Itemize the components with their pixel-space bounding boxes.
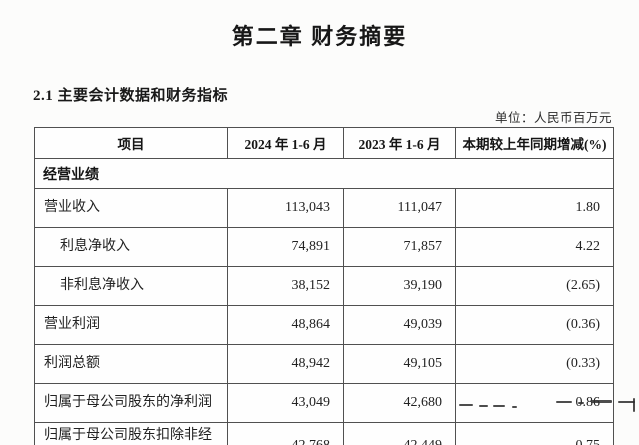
value-2023: 71,857 xyxy=(343,227,456,267)
value-2024: 48,864 xyxy=(227,305,344,345)
column-header-item: 项目 xyxy=(34,127,228,159)
value-change: 1.80 xyxy=(455,188,614,228)
value-2023: 49,039 xyxy=(343,305,456,345)
value-2023: 49,105 xyxy=(343,344,456,384)
table-row: 营业利润 48,864 49,039 (0.36) xyxy=(34,305,614,345)
table-row: 归属于母公司股东扣除非经常性损益的净利润42,76842,4490.75 xyxy=(34,422,614,445)
value-change: (0.36) xyxy=(455,305,614,345)
value-change: 0.86 xyxy=(455,383,614,423)
unit-note: 单位：人民币百万元 xyxy=(494,111,612,125)
value-2024: 38,152 xyxy=(227,266,344,306)
table-row: 归属于母公司股东的净利润 43,049 42,680 0.86 xyxy=(34,383,614,423)
watermark-dash xyxy=(512,406,517,408)
column-header-change: 本期较上年同期增减(%) xyxy=(455,127,614,159)
row-label: 归属于母公司股东扣除非经常性损益的净利润 xyxy=(34,422,228,445)
row-label: 非利息净收入 xyxy=(34,266,228,306)
value-2023: 39,190 xyxy=(343,266,456,306)
table-row: 营业收入 113,043 111,047 1.80 xyxy=(34,188,614,228)
watermark-dash xyxy=(493,405,505,407)
value-2023: 42,680 xyxy=(343,383,456,423)
value-2024: 48,942 xyxy=(227,344,344,384)
watermark-dash xyxy=(479,405,488,407)
value-2024: 113,043 xyxy=(227,188,344,228)
section-title: 2.1 主要会计数据和财务指标 xyxy=(33,88,229,104)
value-change: 4.22 xyxy=(455,227,614,267)
financial-summary-table: 项目 2024 年 1-6 月 2023 年 1-6 月 本期较上年同期增减(%… xyxy=(34,127,614,445)
table-row: 利润总额 48,942 49,105 (0.33) xyxy=(34,344,614,384)
table-row: 利息净收入 74,891 71,857 4.22 xyxy=(34,227,614,267)
value-2023: 111,047 xyxy=(343,188,456,228)
column-header-2024: 2024 年 1-6 月 xyxy=(227,127,344,159)
value-2024: 43,049 xyxy=(227,383,344,423)
section-row-label: 经营业绩 xyxy=(34,158,614,189)
value-change: (2.65) xyxy=(455,266,614,306)
value-2024: 42,768 xyxy=(227,422,344,445)
column-header-2023: 2023 年 1-6 月 xyxy=(343,127,456,159)
watermark-dash xyxy=(618,401,635,403)
value-change: (0.33) xyxy=(455,344,614,384)
row-label: 归属于母公司股东的净利润 xyxy=(34,383,228,423)
table-header-row: 项目 2024 年 1-6 月 2023 年 1-6 月 本期较上年同期增减(%… xyxy=(34,127,614,159)
value-2024: 74,891 xyxy=(227,227,344,267)
watermark-dash xyxy=(556,401,572,403)
watermark-dash xyxy=(578,402,584,404)
row-label: 营业收入 xyxy=(34,188,228,228)
value-change: 0.75 xyxy=(455,422,614,445)
watermark-dash xyxy=(459,404,473,406)
table-section-row: 经营业绩 xyxy=(34,158,614,189)
chapter-title: 第二章 财务摘要 xyxy=(231,24,408,49)
value-2023: 42,449 xyxy=(343,422,456,445)
table-row: 非利息净收入 38,152 39,190 (2.65) xyxy=(34,266,614,306)
row-label: 利润总额 xyxy=(34,344,228,384)
row-label: 营业利润 xyxy=(34,305,228,345)
row-label: 利息净收入 xyxy=(34,227,228,267)
watermark-dash xyxy=(591,400,612,403)
watermark-dash xyxy=(633,398,635,412)
